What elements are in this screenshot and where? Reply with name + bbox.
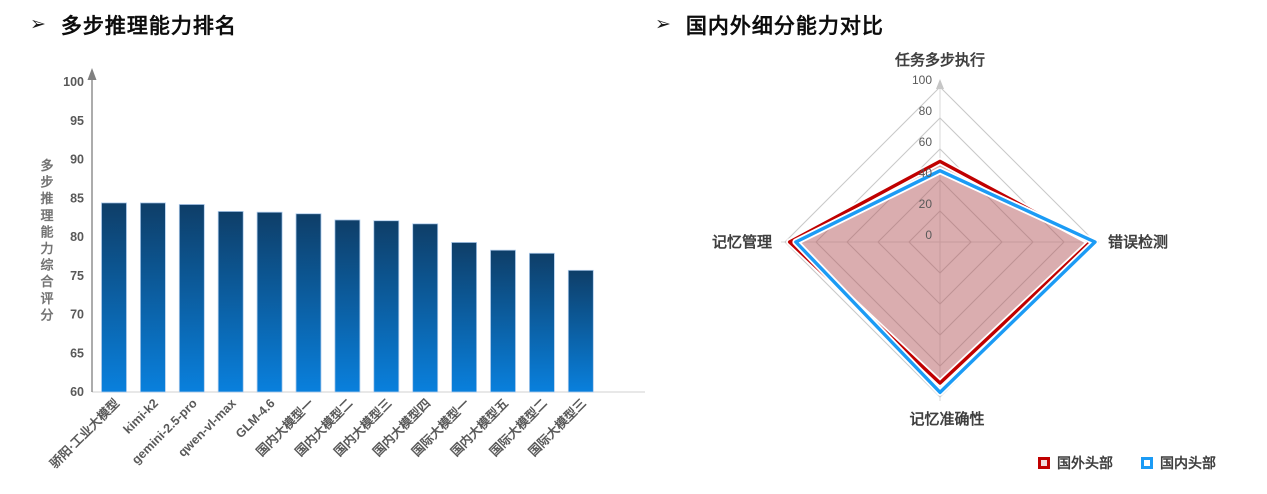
bar [373,220,400,393]
y-axis-arrow-icon [87,68,97,80]
y-axis-title-char: 多 [40,158,53,173]
legend-label: 国内头部 [1160,455,1216,471]
legend-item-domestic: 国内头部 [1141,453,1216,473]
bar [178,204,205,393]
radar-tick-label: 60 [919,135,933,149]
y-axis-title-char: 分 [40,307,53,322]
y-axis-title-char: 综 [40,258,53,273]
y-tick-label: 80 [70,230,84,244]
bar [101,202,127,393]
bar [412,223,439,393]
radar-chart: 0 20 40 60 80 100 任务多步执行错误检测记忆准确性 记忆管理 [660,0,1267,494]
radar-category-label: 记忆准确性 [909,410,984,428]
bar [490,249,516,393]
y-tick-label: 60 [70,385,84,399]
legend-item-foreign: 国外头部 [1038,453,1113,473]
radar-series-fill [789,161,1091,384]
bar [295,213,322,393]
y-axis-title-char: 评 [40,291,53,306]
y-tick-label: 75 [70,269,84,283]
bar [256,211,283,393]
y-tick-label: 100 [63,75,84,89]
radar-tick-label: 100 [912,73,932,87]
legend-swatch-blue [1141,457,1153,469]
radar-tick-label: 20 [919,197,933,211]
bar-chart-title-text: 多步推理能力排名 [60,15,237,38]
radar-category-label: 错误检测 [1108,233,1168,251]
y-tick-label: 70 [70,308,84,322]
y-axis-title-char: 步 [40,175,53,190]
y-tick-label: 85 [70,191,84,205]
radar-series-line [794,168,1097,395]
y-axis-title-char: 合 [40,274,54,289]
x-category-label: 骄阳·工业大模型 [46,395,122,471]
bar [451,242,478,393]
radar-axis-arrow-icon [936,79,944,89]
bar-chart: 60 65 70 75 80 85 90 95 100 多步推理能力综合评分骄阳·工业大模型 kim… [40,68,645,472]
bar [567,269,594,393]
radar-category-label: 任务多步执行 [894,51,985,69]
bar-plot-area: 6065707580859095100多步推理能力综合评分骄阳·工业大模型kim… [40,68,645,472]
legend-label: 国外头部 [1057,455,1113,471]
radar-tick-label: 0 [925,228,932,242]
radar-grid-ring [784,86,1096,398]
bar [529,252,555,393]
arrow-bullet-icon: ➢ [655,13,672,35]
bar [217,211,244,393]
y-tick-label: 95 [70,114,84,128]
y-axis-title-char: 推 [40,191,53,206]
legend-swatch-red [1038,457,1050,469]
bar [139,202,166,393]
radar-tick-label: 40 [919,166,933,180]
radar-chart-title-text: 国内外细分能力对比 [685,15,884,38]
bar-chart-title: ➢ 多步推理能力排名 [30,10,237,40]
y-tick-label: 90 [70,153,84,167]
y-axis-title-char: 理 [40,208,53,223]
arrow-bullet-icon: ➢ [30,13,47,35]
y-axis-title-char: 能 [40,224,53,239]
radar-tick-label: 80 [919,104,933,118]
radar-legend: 国外头部 国内头部 [1038,453,1216,473]
bar [334,219,361,393]
radar-category-label: 记忆管理 [712,233,772,251]
y-axis-title-char: 力 [40,241,53,256]
radar-chart-title: ➢ 国内外细分能力对比 [655,10,884,40]
y-tick-label: 65 [70,346,84,360]
